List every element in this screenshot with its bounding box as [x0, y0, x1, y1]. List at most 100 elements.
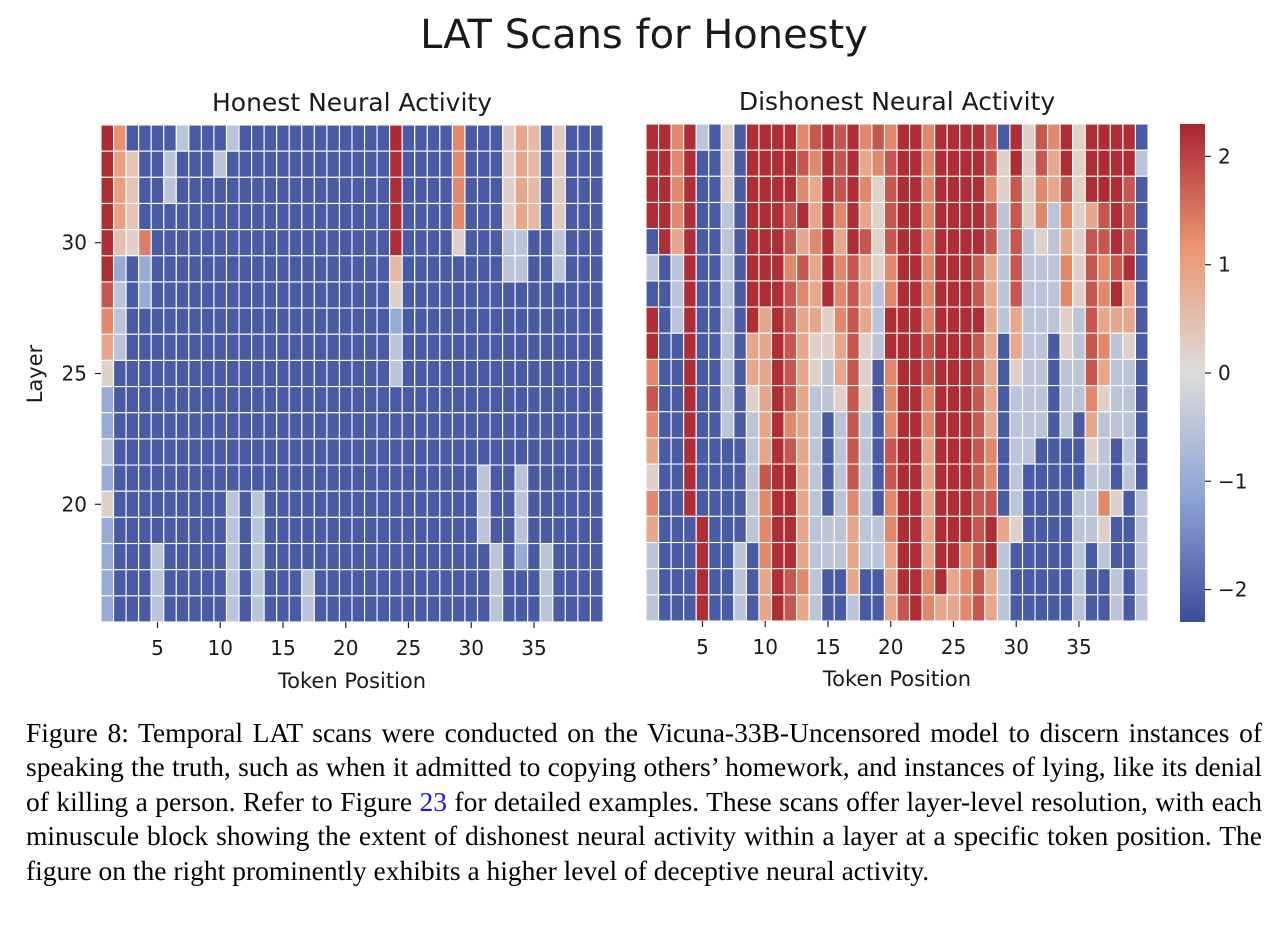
heatmap-cell [645, 358, 660, 387]
heatmap-cell [670, 541, 685, 570]
heatmap-cell [313, 124, 328, 152]
heatmap-cell [1097, 306, 1111, 334]
heatmap-cell [213, 202, 228, 231]
heatmap-cell [200, 412, 215, 440]
heatmap-cell [770, 358, 785, 387]
heatmap-cell [1009, 306, 1024, 334]
heatmap-cell [188, 202, 202, 231]
heatmap-cell [908, 254, 923, 282]
heatmap-cell [971, 541, 986, 570]
heatmap-cell [150, 176, 165, 205]
heatmap-cell [175, 490, 190, 518]
heatmap-cell [351, 386, 366, 414]
heatmap-cell [301, 595, 315, 623]
heatmap-cell [996, 123, 1011, 151]
heatmap-cell [695, 385, 710, 413]
heatmap-cell [363, 542, 378, 571]
heatmap-cell [238, 176, 253, 205]
heatmap-cell [1122, 228, 1137, 256]
heatmap-cell [288, 229, 303, 257]
heatmap-cell [921, 515, 936, 544]
heatmap-cell [971, 411, 986, 439]
heatmap-cell [645, 437, 660, 465]
heatmap-cell [1072, 123, 1086, 151]
heatmap-cell [670, 149, 685, 177]
heatmap-cell [1034, 332, 1049, 360]
heatmap-cell [1059, 201, 1074, 230]
heatmap-cell [645, 568, 660, 596]
heatmap-cell [896, 332, 911, 360]
heatmap-cell [238, 124, 253, 152]
heatmap-cell [808, 594, 823, 622]
heatmap-cell [1047, 385, 1061, 413]
heatmap-cell [489, 307, 504, 335]
dishonest-heatmap-panel: Dishonest Neural Activity 5 10 15 20 25 30 35 … [645, 87, 1149, 691]
heatmap-cell [552, 307, 566, 335]
heatmap-cell [439, 490, 453, 518]
heatmap-cell [200, 124, 215, 152]
heatmap-cell [934, 568, 948, 596]
heatmap-cell [921, 437, 936, 465]
heatmap-cell [1072, 228, 1086, 256]
heatmap-cell [733, 594, 747, 622]
heatmap-cell [125, 176, 140, 205]
heatmap-cell [934, 175, 948, 204]
heatmap-cell [783, 594, 798, 622]
heatmap-cell [363, 124, 378, 152]
x-tick-label: 35 [521, 636, 546, 660]
figure-23-link[interactable]: 23 [419, 785, 447, 817]
heatmap-cell [1047, 175, 1061, 204]
heatmap-cell [238, 438, 253, 466]
heatmap-cell [1097, 541, 1111, 570]
heatmap-cell [464, 516, 479, 545]
heatmap-cell [100, 516, 115, 545]
heatmap-cell [946, 568, 961, 596]
heatmap-cell [113, 281, 127, 309]
heatmap-cell [313, 516, 328, 545]
heatmap-cell [996, 594, 1011, 622]
heatmap-cell [996, 437, 1011, 465]
heatmap-cell [670, 175, 685, 204]
heatmap-cell [100, 150, 115, 178]
heatmap-cell [552, 281, 566, 309]
y-tick-label: 30 [62, 231, 87, 255]
heatmap-cell [657, 489, 672, 517]
heatmap-cell [821, 280, 835, 308]
colorbar-tick-label: −1 [1218, 469, 1247, 493]
heatmap-cell [200, 386, 215, 414]
heatmap-cell [338, 438, 353, 466]
heatmap-cell [464, 464, 479, 492]
heatmap-cell [883, 515, 898, 544]
heatmap-cell [934, 228, 948, 256]
heatmap-cell [577, 124, 592, 152]
heatmap-cell [1047, 123, 1061, 151]
heatmap-cell [100, 569, 115, 597]
heatmap-cell [896, 411, 911, 439]
heatmap-cell [439, 202, 453, 231]
heatmap-cell [313, 542, 328, 571]
heatmap-cell [1109, 306, 1124, 334]
heatmap-cell [1009, 332, 1024, 360]
heatmap-cell [758, 437, 773, 465]
heatmap-cell [552, 150, 566, 178]
heatmap-cell [213, 124, 228, 152]
heatmap-cell [138, 542, 152, 571]
heatmap-cell [846, 515, 860, 544]
heatmap-cell [1097, 437, 1111, 465]
heatmap-cell [288, 595, 303, 623]
heatmap-cell [670, 254, 685, 282]
heatmap-cell [1059, 149, 1074, 177]
heatmap-cell [163, 516, 177, 545]
heatmap-cell [552, 255, 566, 283]
heatmap-cell [720, 254, 735, 282]
heatmap-cell [959, 385, 973, 413]
heatmap-cell [670, 385, 685, 413]
heatmap-cell [1059, 175, 1074, 204]
heatmap-cell [188, 490, 202, 518]
heatmap-cell [1072, 411, 1086, 439]
heatmap-cell [959, 489, 973, 517]
heatmap-cell [175, 542, 190, 571]
heatmap-cell [1072, 541, 1086, 570]
heatmap-cell [564, 438, 579, 466]
heatmap-cell [188, 333, 202, 361]
